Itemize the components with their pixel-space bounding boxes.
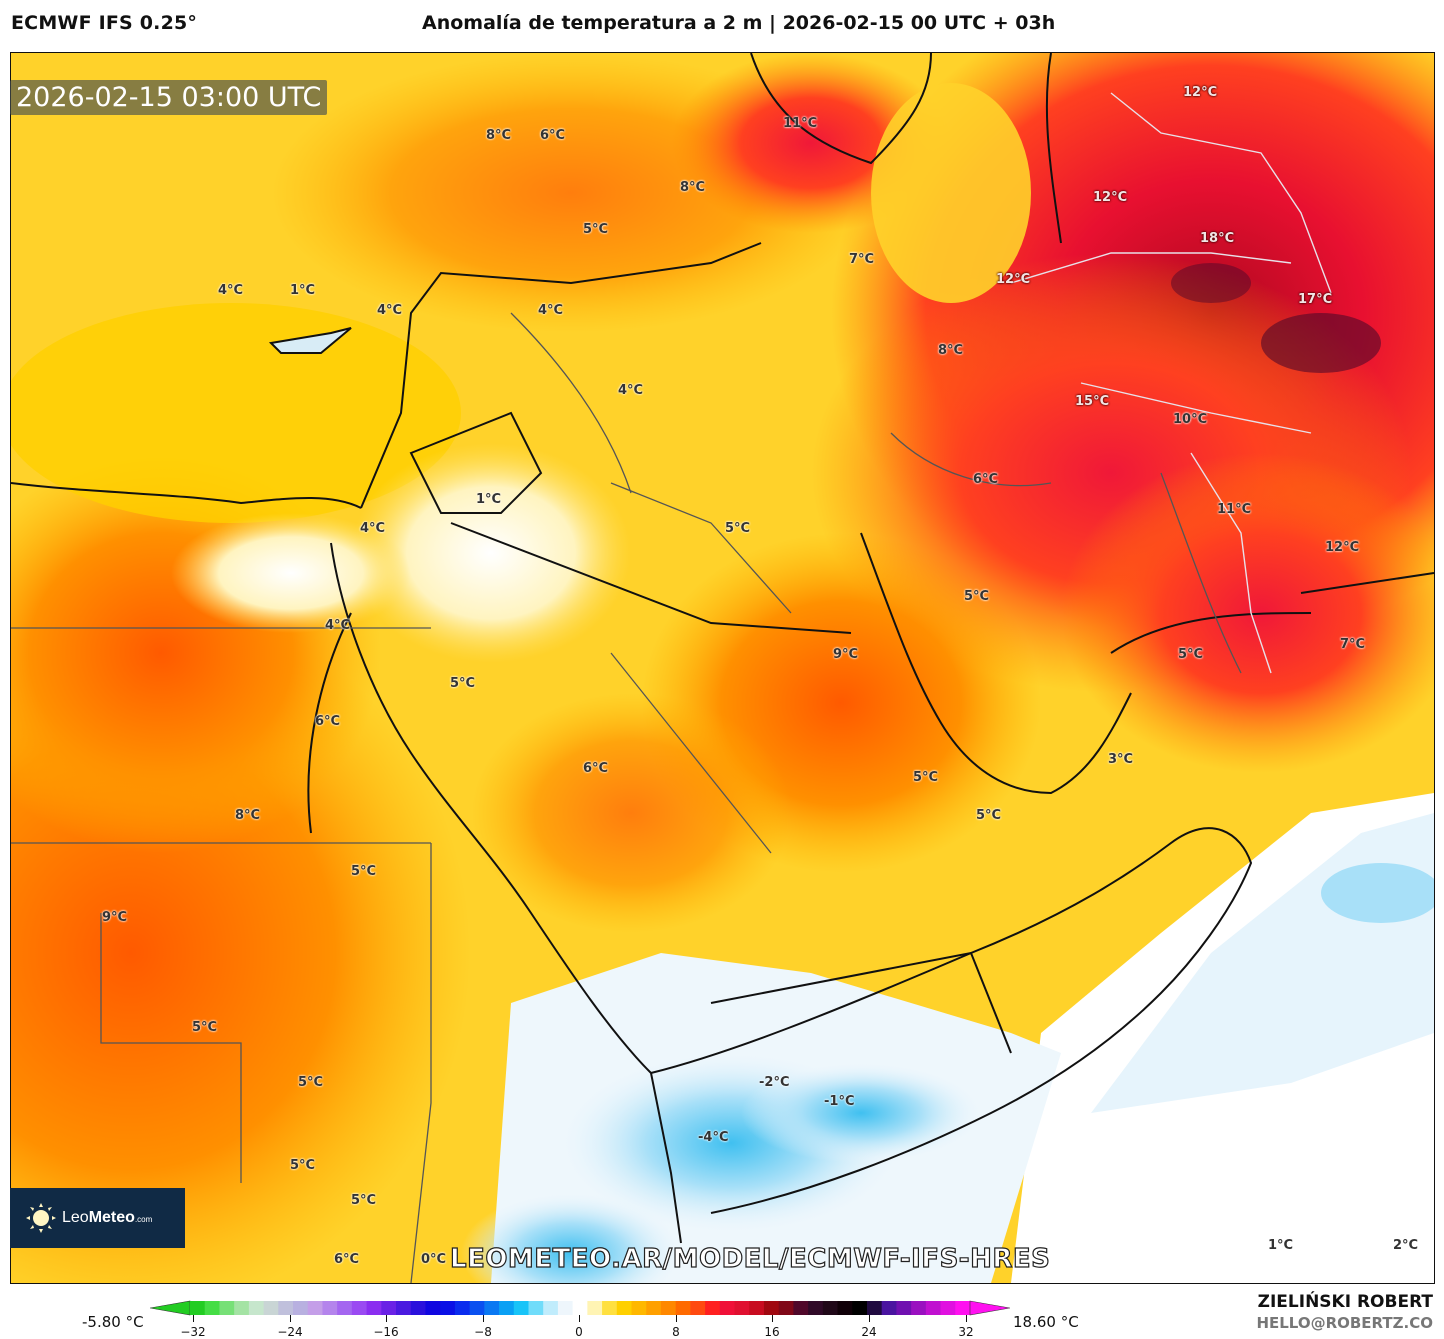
temperature-label: 9°C: [102, 910, 128, 925]
colorbar-tick-label: 24: [861, 1325, 877, 1339]
temperature-label: 4°C: [218, 283, 244, 298]
temperature-label: 7°C: [1340, 637, 1366, 652]
temperature-label: 5°C: [450, 676, 476, 691]
temperature-label: 4°C: [325, 618, 351, 633]
temperature-label: 17°C: [1298, 292, 1333, 307]
temperature-label: -2°C: [759, 1075, 790, 1090]
temperature-label: 5°C: [351, 1193, 377, 1208]
valid-time-badge: 2026-02-15 03:00 UTC: [10, 80, 328, 115]
temperature-label: 12°C: [1093, 190, 1128, 205]
temperature-label: 6°C: [334, 1252, 360, 1267]
temperature-label: 5°C: [290, 1158, 316, 1173]
colorbar: [149, 1300, 1011, 1320]
temperature-label: 6°C: [583, 761, 609, 776]
colorbar-min-value: -5.80 °C: [82, 1313, 144, 1331]
colorbar-tick-mark: [386, 1315, 387, 1322]
colorbar-tick-mark: [676, 1315, 677, 1322]
temperature-label: 7°C: [849, 252, 875, 267]
temperature-label: 1°C: [1268, 1238, 1294, 1253]
colorbar-tick-label: −8: [474, 1325, 492, 1339]
colorbar-tick-label: 0: [575, 1325, 583, 1339]
temperature-label: 5°C: [913, 770, 939, 785]
colorbar-tick-mark: [193, 1315, 194, 1322]
temperature-label: 8°C: [486, 128, 512, 143]
temperature-label: -4°C: [698, 1130, 729, 1145]
colorbar-tick-mark: [579, 1315, 580, 1322]
temperature-label: 12°C: [1325, 540, 1360, 555]
temperature-label: 1°C: [476, 492, 502, 507]
temperature-label: 8°C: [680, 180, 706, 195]
temperature-anomaly-map[interactable]: [10, 52, 1435, 1284]
temperature-label: 4°C: [360, 521, 386, 536]
temperature-label: 11°C: [783, 116, 818, 131]
map-canvas: [11, 53, 1434, 1283]
temperature-label: 12°C: [1183, 85, 1218, 100]
colorbar-max-value: 18.60 °C: [1013, 1313, 1079, 1331]
source-watermark: LEOMETEO.AR/MODEL/ECMWF-IFS-HRES: [449, 1243, 1051, 1274]
temperature-label: 5°C: [583, 222, 609, 237]
colorbar-tick-mark: [483, 1315, 484, 1322]
temperature-label: -1°C: [824, 1094, 855, 1109]
colorbar-tick-label: −32: [180, 1325, 206, 1339]
temperature-label: 12°C: [996, 272, 1031, 287]
colorbar-tick-mark: [772, 1315, 773, 1322]
temperature-label: 18°C: [1200, 231, 1235, 246]
chart-title: Anomalía de temperatura a 2 m | 2026-02-…: [422, 12, 1056, 34]
temperature-label: 5°C: [298, 1075, 324, 1090]
temperature-label: 2°C: [1393, 1238, 1419, 1253]
temperature-label: 4°C: [377, 303, 403, 318]
colorbar-tick-label: 32: [958, 1325, 974, 1339]
temperature-label: 10°C: [1173, 412, 1208, 427]
colorbar-tick-label: −16: [373, 1325, 399, 1339]
temperature-label: 5°C: [192, 1020, 218, 1035]
temperature-label: 3°C: [1108, 752, 1134, 767]
model-title: ECMWF IFS 0.25°: [11, 12, 198, 34]
temperature-label: 0°C: [421, 1252, 447, 1267]
logo-text: LeoMeteo.com: [62, 1209, 153, 1226]
temperature-label: 5°C: [976, 808, 1002, 823]
temperature-label: 9°C: [833, 647, 859, 662]
temperature-label: 5°C: [964, 589, 990, 604]
sun-icon: [24, 1201, 58, 1235]
temperature-label: 5°C: [351, 864, 377, 879]
author-name: ZIELIŃSKI ROBERT: [1257, 1292, 1433, 1312]
colorbar-tick-mark: [869, 1315, 870, 1322]
colorbar-tick-mark: [290, 1315, 291, 1322]
temperature-label: 5°C: [725, 521, 751, 536]
temperature-label: 6°C: [540, 128, 566, 143]
temperature-label: 15°C: [1075, 394, 1110, 409]
colorbar-tick-label: 8: [672, 1325, 680, 1339]
temperature-label: 8°C: [938, 343, 964, 358]
temperature-label: 4°C: [538, 303, 564, 318]
temperature-label: 11°C: [1217, 502, 1252, 517]
temperature-label: 5°C: [1178, 647, 1204, 662]
temperature-label: 1°C: [290, 283, 316, 298]
colorbar-tick-mark: [966, 1315, 967, 1322]
temperature-label: 4°C: [618, 383, 644, 398]
author-email[interactable]: HELLO@ROBERTZ.CO: [1256, 1314, 1433, 1332]
leometeo-logo[interactable]: LeoMeteo.com: [10, 1188, 185, 1248]
temperature-label: 6°C: [315, 714, 341, 729]
colorbar-tick-label: −24: [277, 1325, 303, 1339]
temperature-label: 8°C: [235, 808, 261, 823]
temperature-label: 6°C: [973, 472, 999, 487]
colorbar-tick-label: 16: [764, 1325, 780, 1339]
